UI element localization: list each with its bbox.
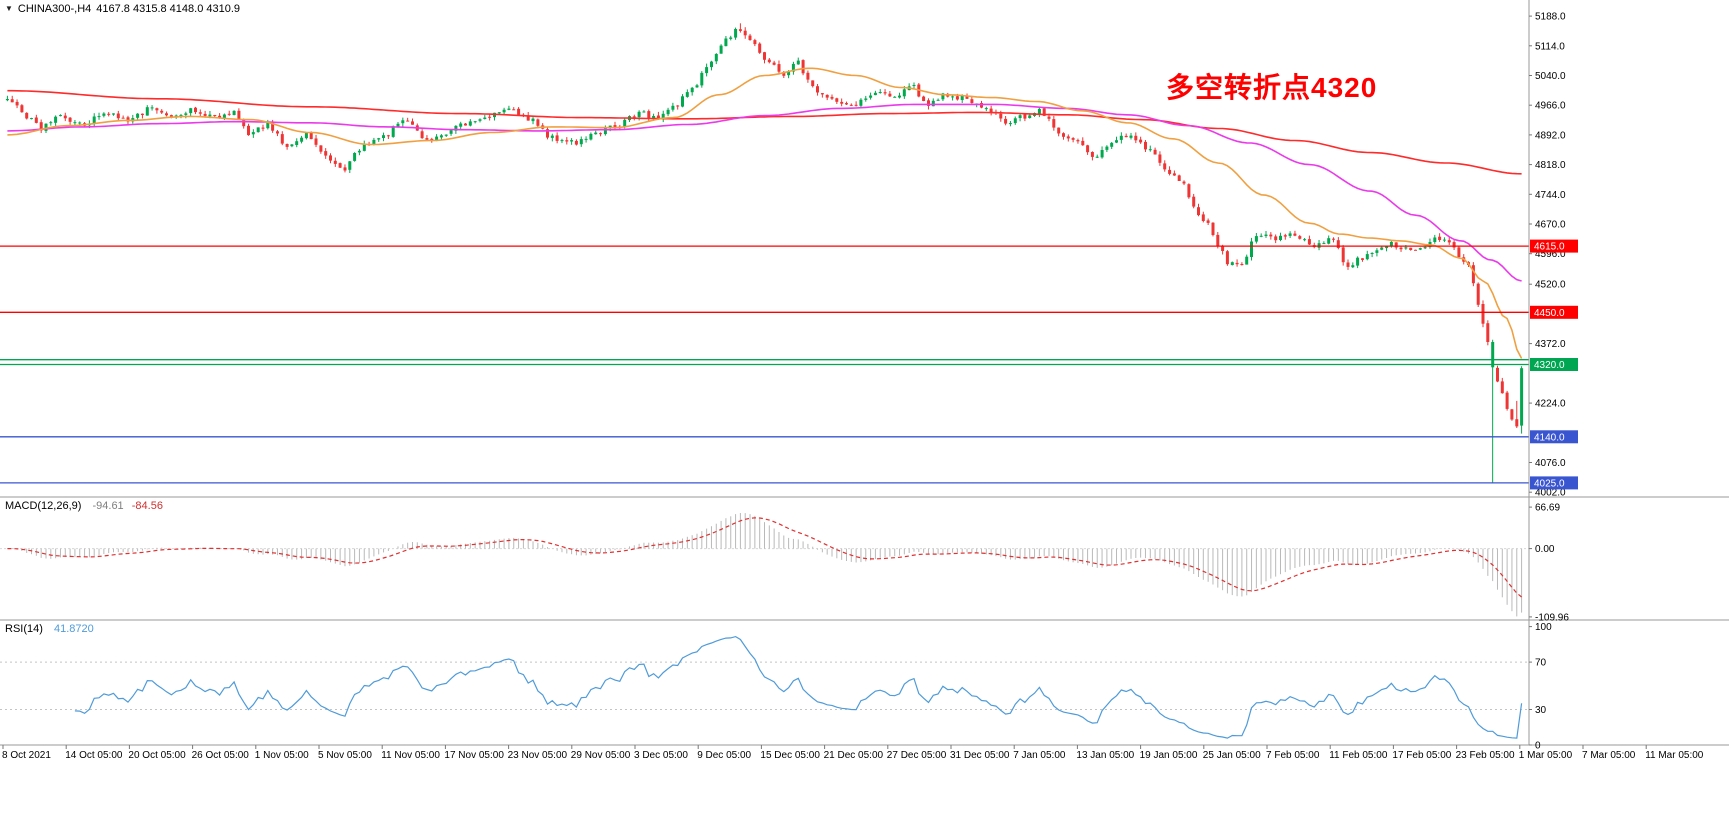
price-axis-label: 5040.0 xyxy=(1535,71,1566,82)
rsi-value: 41.8720 xyxy=(53,623,94,635)
price-tag-label: 4450.0 xyxy=(1534,308,1565,319)
time-axis-label: 31 Dec 05:00 xyxy=(950,750,1010,761)
price-tag-4450.0[interactable] xyxy=(1530,305,1578,319)
rsi-indicator-label: RSI(14) 41.8720 xyxy=(5,623,94,635)
mid-magenta-ma-line xyxy=(7,103,1522,282)
rsi-axis-label: 100 xyxy=(1535,622,1552,633)
price-axis-label: 4002.0 xyxy=(1535,488,1566,499)
time-axis-label: 3 Dec 05:00 xyxy=(634,750,688,761)
price-axis-label: 4892.0 xyxy=(1535,130,1566,141)
ohlc-values: 4167.8 4315.8 4148.0 4310.9 xyxy=(96,3,241,15)
price-axis-label: 4818.0 xyxy=(1535,160,1566,171)
price-axis-label: 4670.0 xyxy=(1535,220,1566,231)
price-tag-label: 4025.0 xyxy=(1534,478,1565,489)
chart-symbol-title: ▼ CHINA300-,H4 4167.8 4315.8 4148.0 4310… xyxy=(5,3,240,15)
collapse-triangle-icon[interactable]: ▼ xyxy=(5,4,13,13)
rsi-axis-label: 70 xyxy=(1535,658,1547,669)
price-axis-label: 4076.0 xyxy=(1535,458,1566,469)
price-axis-label: 4966.0 xyxy=(1535,101,1566,112)
time-axis-label: 27 Dec 05:00 xyxy=(887,750,947,761)
time-axis-label: 20 Oct 05:00 xyxy=(128,750,186,761)
time-axis-label: 9 Dec 05:00 xyxy=(697,750,751,761)
annotation-text: 多空转折点4320 xyxy=(1166,72,1378,103)
macd-signal-value: -84.56 xyxy=(131,500,163,512)
time-axis-label: 5 Nov 05:00 xyxy=(318,750,372,761)
price-tag-4615.0[interactable] xyxy=(1530,239,1578,253)
time-axis-label: 17 Feb 05:00 xyxy=(1392,750,1451,761)
time-axis-label: 1 Mar 05:00 xyxy=(1519,750,1573,761)
time-axis-label: 19 Jan 05:00 xyxy=(1140,750,1198,761)
time-axis-label: 7 Jan 05:00 xyxy=(1013,750,1066,761)
time-axis-label: 15 Dec 05:00 xyxy=(760,750,820,761)
time-axis-label: 14 Oct 05:00 xyxy=(65,750,123,761)
time-axis-label: 26 Oct 05:00 xyxy=(192,750,250,761)
time-axis-label: 23 Feb 05:00 xyxy=(1456,750,1515,761)
price-axis-label: 4372.0 xyxy=(1535,339,1566,350)
time-axis-label: 25 Jan 05:00 xyxy=(1203,750,1261,761)
fast-orange-ma-line xyxy=(7,67,1523,359)
macd-axis-label: 66.69 xyxy=(1535,503,1560,514)
price-tag-4140.0[interactable] xyxy=(1530,430,1578,444)
macd-indicator-label: MACD(12,26,9) -94.61 -84.56 xyxy=(5,500,163,512)
price-tag-4025.0[interactable] xyxy=(1530,476,1578,490)
price-axis-label: 4596.0 xyxy=(1535,249,1566,260)
rsi-line xyxy=(74,635,1523,739)
time-axis-label: 1 Nov 05:00 xyxy=(255,750,309,761)
price-axis-label: 4744.0 xyxy=(1535,190,1566,201)
price-tag-4320.0[interactable] xyxy=(1530,358,1578,371)
macd-axis-label: 0.00 xyxy=(1535,544,1555,555)
time-axis-label: 11 Nov 05:00 xyxy=(381,750,440,761)
macd-main-value: -94.61 xyxy=(92,500,124,512)
price-axis-label: 4224.0 xyxy=(1535,399,1566,410)
price-tag-label: 4615.0 xyxy=(1534,242,1565,253)
price-tag-label: 4320.0 xyxy=(1534,360,1565,371)
macd-axis-label: -109.96 xyxy=(1535,612,1569,623)
time-axis-label: 13 Jan 05:00 xyxy=(1076,750,1134,761)
slow-red-ma-line xyxy=(7,89,1522,175)
time-axis-label: 17 Nov 05:00 xyxy=(444,750,504,761)
time-axis-label: 7 Mar 05:00 xyxy=(1582,750,1636,761)
price-axis-label: 4520.0 xyxy=(1535,280,1566,291)
rsi-axis-label: 30 xyxy=(1535,705,1547,716)
price-axis-label: 5114.0 xyxy=(1535,41,1565,52)
rsi-name: RSI(14) xyxy=(5,623,43,635)
macd-signal-line xyxy=(7,517,1522,598)
time-axis-label: 23 Nov 05:00 xyxy=(508,750,568,761)
time-axis-label: 7 Feb 05:00 xyxy=(1266,750,1320,761)
macd-name: MACD(12,26,9) xyxy=(5,500,82,512)
time-axis-label: 21 Dec 05:00 xyxy=(824,750,884,761)
symbol-timeframe-label: CHINA300-,H4 xyxy=(17,3,92,15)
time-axis-label: 11 Mar 05:00 xyxy=(1645,750,1704,761)
price-axis-label: 5188.0 xyxy=(1535,12,1566,23)
time-axis-label: 8 Oct 2021 xyxy=(2,750,51,761)
macd-histogram xyxy=(11,513,1523,617)
rsi-axis-label: 0 xyxy=(1535,741,1541,752)
time-axis-label: 29 Nov 05:00 xyxy=(571,750,631,761)
price-tag-label: 4140.0 xyxy=(1534,432,1565,443)
time-axis-label: 11 Feb 05:00 xyxy=(1329,750,1388,761)
